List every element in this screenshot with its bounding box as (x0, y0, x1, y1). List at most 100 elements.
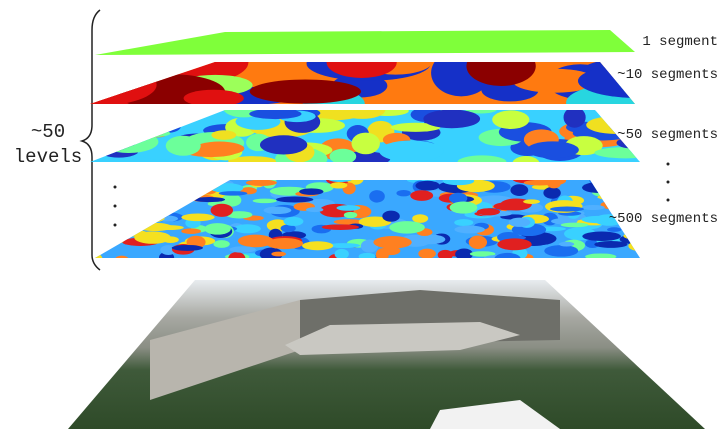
segment (194, 141, 245, 156)
segment (358, 252, 376, 258)
segment (95, 194, 114, 206)
segment (95, 218, 112, 229)
layer-label: 1 segment (642, 34, 718, 50)
segment (90, 127, 122, 144)
segment (198, 180, 219, 195)
segment (327, 180, 354, 183)
segment (512, 68, 597, 93)
segment (582, 231, 621, 242)
segment (632, 191, 640, 201)
segment (494, 252, 521, 258)
layer-label: ~50 segments (617, 127, 718, 143)
segment (181, 213, 215, 222)
segment (213, 240, 230, 248)
segment (99, 130, 159, 153)
segment (625, 180, 640, 184)
segment (415, 180, 440, 191)
segment (153, 120, 181, 133)
segment (125, 207, 139, 218)
segment (358, 216, 392, 227)
segment (423, 110, 481, 129)
layer-label: ~500 segments (609, 211, 718, 227)
segment (114, 110, 154, 127)
segment (302, 241, 334, 251)
dot (113, 185, 117, 189)
segment (464, 110, 498, 114)
segment (437, 249, 453, 258)
segment (330, 182, 348, 189)
segment (146, 189, 171, 200)
ellipsis-dots (113, 162, 670, 227)
segment (95, 180, 122, 184)
segment (218, 191, 248, 196)
segment (415, 234, 446, 245)
segment (95, 207, 113, 214)
reflection (430, 400, 560, 429)
segment (418, 248, 436, 258)
segment (129, 182, 161, 195)
segment (448, 192, 468, 204)
segment (543, 187, 561, 199)
segment (113, 180, 150, 190)
segment (390, 122, 441, 132)
segment (252, 198, 277, 204)
segment (396, 190, 411, 197)
segment (259, 135, 308, 155)
segment (510, 184, 529, 196)
segment (263, 206, 292, 215)
segment (181, 228, 201, 234)
segment (259, 247, 283, 258)
segment (544, 245, 579, 257)
segment (210, 203, 234, 217)
segment (346, 180, 364, 185)
rock (285, 322, 520, 355)
segment (379, 140, 444, 162)
segment (560, 222, 589, 228)
segment (334, 248, 349, 258)
segment (410, 190, 434, 201)
segment (108, 229, 147, 237)
segment (126, 110, 149, 126)
segment (229, 246, 256, 253)
photo (68, 280, 705, 429)
segment (582, 182, 614, 193)
segment (199, 180, 229, 182)
segment (204, 223, 231, 235)
segment (442, 180, 475, 186)
segment (126, 213, 145, 219)
segment (585, 253, 617, 258)
segment (389, 221, 425, 234)
segment (137, 222, 173, 232)
dot (113, 204, 117, 208)
segment (95, 230, 129, 238)
segment (283, 216, 304, 226)
segment (468, 235, 488, 249)
segment (90, 115, 104, 136)
segment (95, 191, 125, 197)
segment (333, 219, 365, 225)
segment (454, 225, 485, 234)
segment (174, 187, 195, 201)
segment (95, 253, 103, 258)
dot (113, 223, 117, 227)
segment (558, 241, 575, 247)
segment (271, 251, 286, 257)
segment (611, 180, 637, 193)
segment (623, 232, 640, 240)
segment (95, 236, 108, 245)
segment (431, 62, 492, 97)
segment (152, 192, 179, 199)
segment (321, 224, 360, 231)
segment (373, 236, 412, 249)
segment (508, 217, 531, 227)
segment (549, 206, 585, 212)
segment (151, 110, 200, 120)
segment (90, 62, 138, 92)
segment (183, 89, 244, 104)
segment (171, 244, 203, 251)
segment (134, 180, 153, 186)
segment (454, 219, 474, 226)
segment (113, 116, 155, 135)
segment (369, 190, 385, 203)
